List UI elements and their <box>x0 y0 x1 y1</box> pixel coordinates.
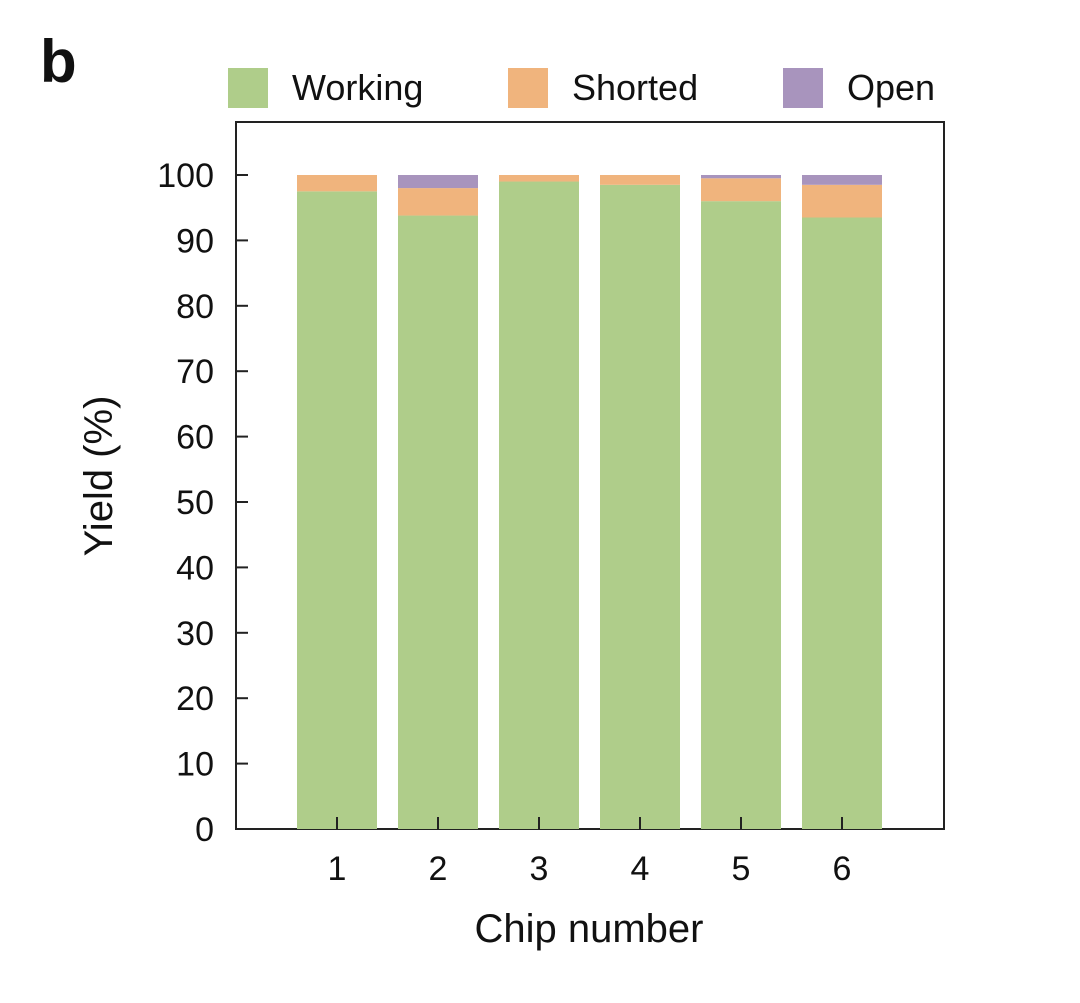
y-tick-label: 100 <box>157 157 214 195</box>
x-tick-label: 1 <box>328 850 347 888</box>
y-tick-label: 10 <box>176 746 214 784</box>
bar-open-chip-5 <box>701 175 781 179</box>
plot-frame <box>235 121 945 830</box>
y-axis-label: Yield (%) <box>77 396 121 557</box>
bar-shorted-chip-5 <box>701 178 781 202</box>
x-tick-label: 4 <box>631 850 650 888</box>
bar-shorted-chip-4 <box>600 175 680 185</box>
legend-label-open: Open <box>847 67 935 108</box>
y-axis: 0 10 20 30 40 50 60 70 80 90 100 <box>157 157 248 849</box>
bar-open-chip-6 <box>802 175 882 185</box>
bar-shorted-chip-3 <box>499 175 579 182</box>
bar-working-chip-2 <box>398 215 478 830</box>
legend-swatch-shorted <box>508 68 548 108</box>
legend-swatch-open <box>783 68 823 108</box>
x-tick-label: 6 <box>833 850 852 888</box>
panel-label: b <box>40 28 77 95</box>
bar-shorted-chip-2 <box>398 188 478 216</box>
bar-shorted-chip-6 <box>802 184 882 218</box>
y-tick-label: 40 <box>176 549 214 587</box>
y-tick-label: 60 <box>176 419 214 457</box>
bars-group <box>297 175 882 830</box>
x-axis: 1 2 3 4 5 6 <box>328 817 852 888</box>
bar-working-chip-4 <box>600 184 680 829</box>
bar-open-chip-2 <box>398 175 478 189</box>
legend-label-shorted: Shorted <box>572 67 698 108</box>
legend-swatch-working <box>228 68 268 108</box>
bar-shorted-chip-1 <box>297 175 377 192</box>
bar-working-chip-5 <box>701 201 781 829</box>
bar-working-chip-1 <box>297 191 377 830</box>
y-tick-label: 20 <box>176 680 214 718</box>
y-tick-label: 30 <box>176 615 214 653</box>
y-tick-label: 50 <box>176 484 214 522</box>
y-tick-label: 0 <box>195 811 214 849</box>
x-tick-label: 5 <box>732 850 751 888</box>
y-tick-label: 80 <box>176 288 214 326</box>
bar-working-chip-6 <box>802 217 882 829</box>
x-tick-label: 3 <box>530 850 549 888</box>
x-tick-label: 2 <box>429 850 448 888</box>
y-tick-label: 70 <box>176 353 214 391</box>
x-axis-label: Chip number <box>474 907 703 951</box>
y-tick-label: 90 <box>176 222 214 260</box>
bar-working-chip-3 <box>499 181 579 830</box>
legend-label-working: Working <box>292 67 423 108</box>
legend: Working Shorted Open <box>228 67 935 108</box>
